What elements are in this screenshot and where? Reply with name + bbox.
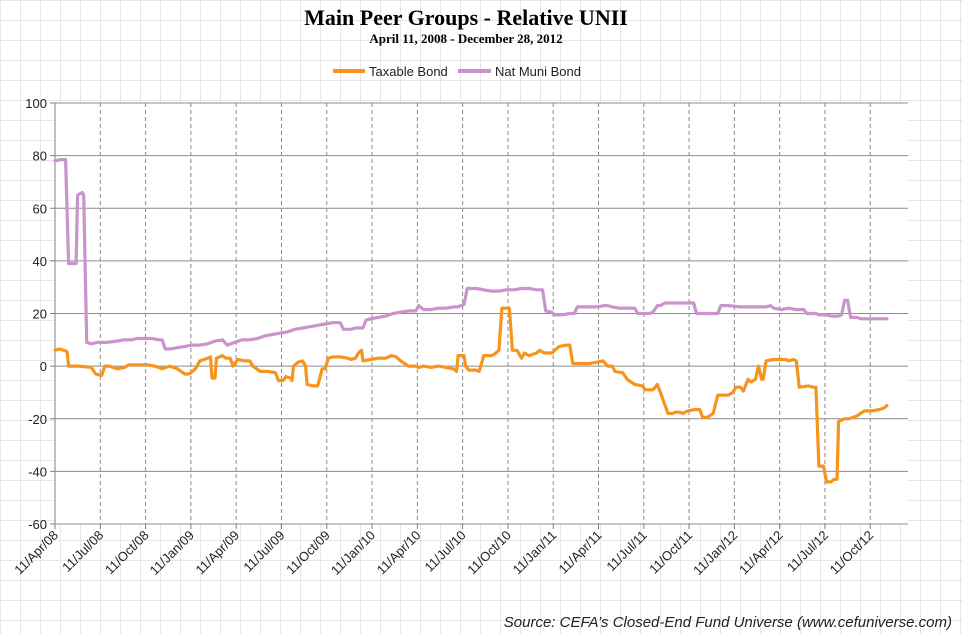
y-axis-ticks: 100 80 60 40 20 0 -20 -40 -60 xyxy=(25,96,55,532)
x-tick-label: 11/Apr/10 xyxy=(374,528,424,578)
source-note: Source: CEFA’s Closed-End Fund Universe … xyxy=(504,614,952,631)
legend: Taxable Bond Nat Muni Bond xyxy=(333,64,581,79)
x-tick-label: 11/Jan/11 xyxy=(510,528,560,578)
x-tick-label: 11/Jan/12 xyxy=(690,528,740,578)
legend-label-taxable-bond: Taxable Bond xyxy=(369,64,448,79)
x-tick-label: 11/Oct/11 xyxy=(646,528,695,577)
x-tick-label: 11/Oct/12 xyxy=(827,528,877,578)
x-tick-label: 11/Oct/10 xyxy=(464,528,514,578)
legend-label-nat-muni-bond: Nat Muni Bond xyxy=(495,64,581,79)
x-tick-label: 11/Apr/12 xyxy=(736,528,786,578)
x-tick-label: 11/Jul/12 xyxy=(784,528,831,575)
x-tick-label: 11/Jan/09 xyxy=(147,528,197,578)
x-tick-label: 11/Jul/08 xyxy=(59,528,106,575)
x-tick-label: 11/Jul/09 xyxy=(240,528,287,575)
y-tick-label: 40 xyxy=(33,254,47,269)
series-lines xyxy=(53,158,889,484)
y-tick-label: 80 xyxy=(33,149,47,164)
chart-subtitle: April 11, 2008 - December 28, 2012 xyxy=(369,31,562,46)
x-tick-label: 11/Apr/11 xyxy=(556,528,605,577)
x-tick-label: 11/Oct/09 xyxy=(283,528,333,578)
y-tick-label: -60 xyxy=(28,517,47,532)
series-line-taxable-bond xyxy=(53,306,889,484)
x-tick-label: 11/Apr/08 xyxy=(11,528,61,578)
x-tick-label: 11/Jan/10 xyxy=(328,528,378,578)
series-line-nat-muni-bond xyxy=(53,158,889,351)
x-axis-ticks: 11/Apr/0811/Jul/0811/Oct/0811/Jan/0911/A… xyxy=(11,524,876,578)
x-tick-label: 11/Apr/09 xyxy=(192,528,242,578)
y-tick-label: 100 xyxy=(25,96,47,111)
y-tick-label: 60 xyxy=(33,201,47,216)
x-tick-label: 11/Jul/10 xyxy=(422,528,469,575)
y-tick-label: 0 xyxy=(40,359,47,374)
x-tick-label: 11/Jul/11 xyxy=(603,528,650,575)
y-tick-label: -20 xyxy=(28,412,47,427)
y-tick-label: 20 xyxy=(33,307,47,322)
x-tick-label: 11/Oct/08 xyxy=(102,528,152,578)
y-tick-label: -40 xyxy=(28,464,47,479)
chart-title: Main Peer Groups - Relative UNII xyxy=(304,5,628,30)
